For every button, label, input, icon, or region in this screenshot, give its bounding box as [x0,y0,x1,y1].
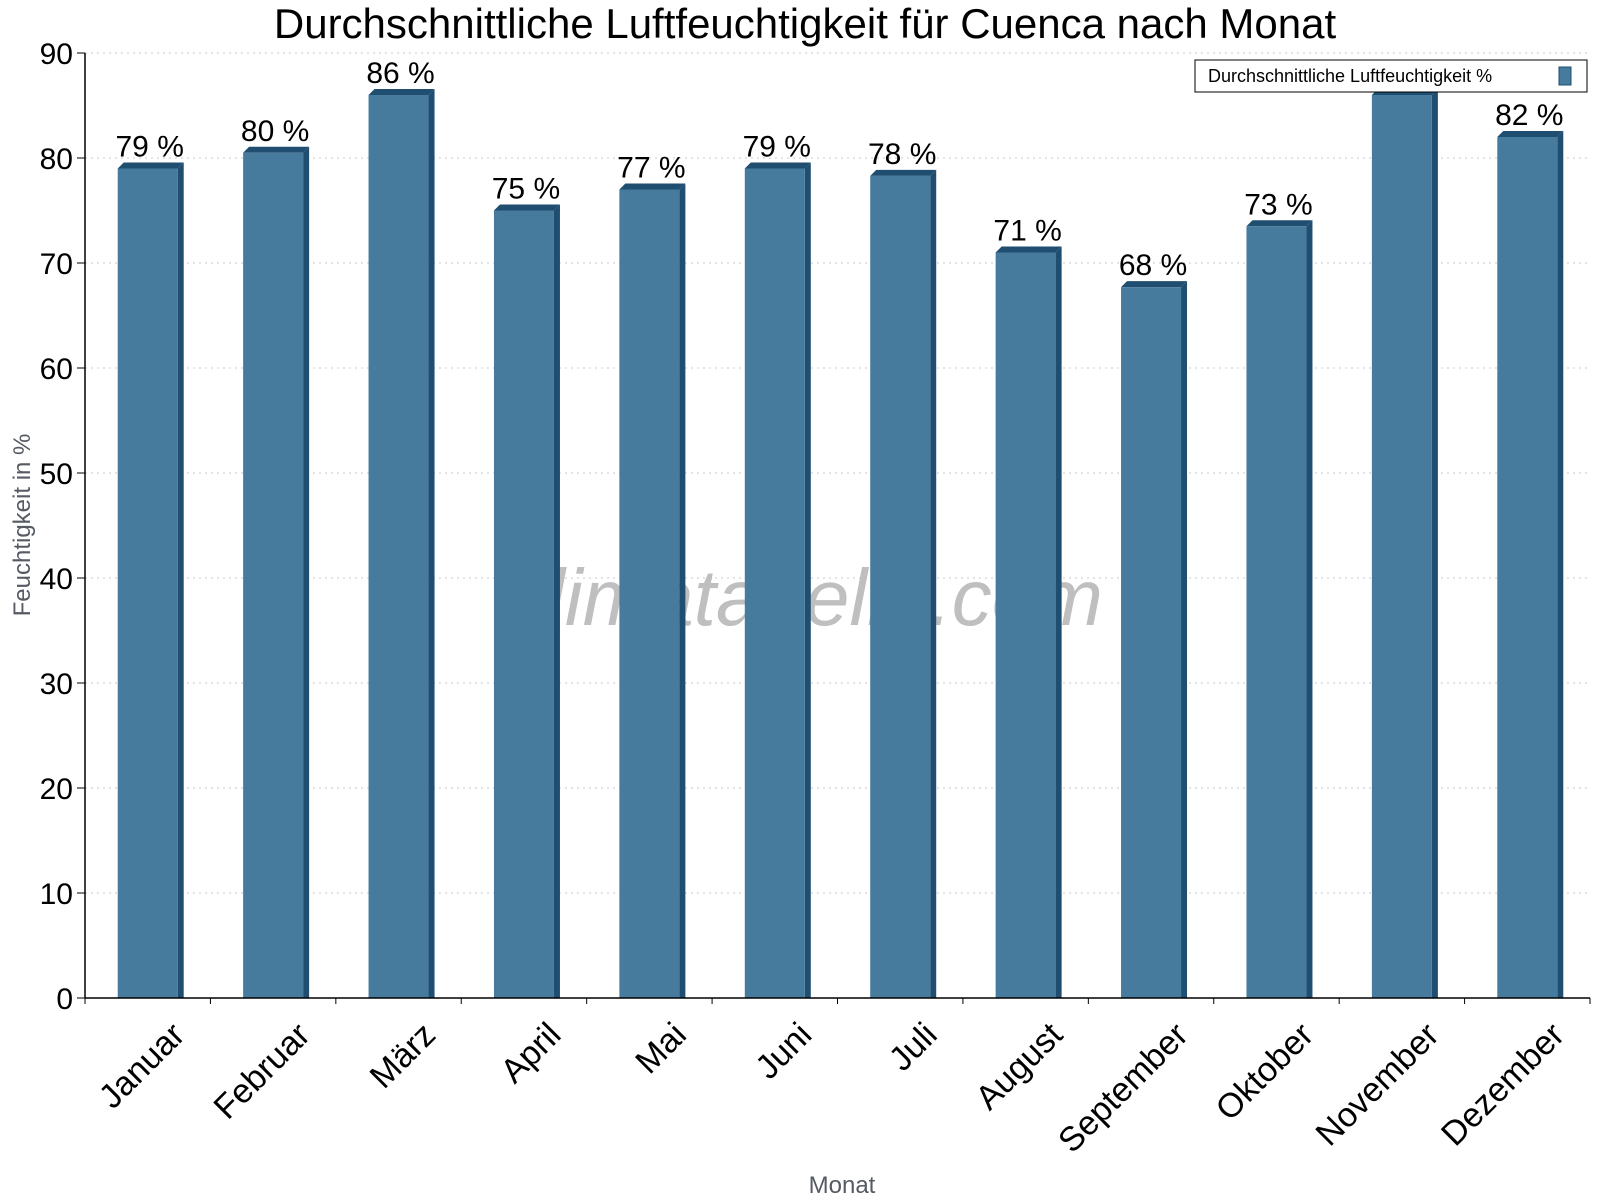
bar-face [493,210,554,998]
data-label: 77 % [617,152,685,185]
bar [1246,220,1313,998]
legend-swatch [1558,66,1572,86]
bar [995,246,1062,998]
y-tick-label: 0 [56,983,73,1016]
bar-top [995,246,1062,253]
bar-face [870,175,931,999]
bar-face [995,252,1056,998]
bar [1497,131,1564,998]
x-tick-labels: Januar Februar März April Mai Juni Juli AugustS… [92,1015,1572,1160]
bar-side [679,183,686,998]
bar-top [493,204,560,211]
bar-face [1371,95,1432,998]
x-tick-label: Oktober [1209,1016,1321,1128]
axes [77,52,1591,1004]
bar-side [428,89,435,998]
bar-side [804,162,811,998]
bar [619,183,686,998]
bar-side [1306,220,1313,998]
y-tick-label: 60 [40,353,73,386]
y-tick-label: 90 [40,38,73,71]
data-labels: 79 % 80 % 86 % 75 % 77 % 79 % 78 % 71 % 68 % 73 %… [116,57,1564,282]
bar-side [177,162,184,998]
data-label: 80 % [241,115,309,148]
bar [1371,89,1438,998]
x-axis-label: Monat [809,1172,876,1199]
y-tick-label: 80 [40,143,73,176]
data-label: 75 % [492,173,560,206]
chart-title: Durchschnittliche Luftfeuchtigkeit für C… [274,0,1337,47]
bar-top [744,162,811,169]
bar-top [870,169,937,176]
gridlines [85,52,1590,894]
y-tick-label: 20 [40,773,73,806]
bar-top [1246,220,1313,227]
bar [744,162,811,998]
bar-side [1431,89,1438,998]
x-tick-label: April [493,1016,568,1091]
bars [117,89,1564,999]
data-label: 79 % [116,131,184,164]
y-axis-label: Feuchtigkeit in % [9,434,36,617]
bar-face [619,189,680,998]
bar-side [1181,281,1188,998]
bar [368,89,435,998]
bar-side [303,146,310,998]
data-label: 86 % [366,57,434,90]
bar-top [117,162,184,169]
bar-top [619,183,686,190]
x-tick-label: November [1309,1016,1447,1154]
bar-side [1557,131,1564,998]
x-tick-label: September [1051,1016,1195,1160]
bar [493,204,560,998]
x-tick-label: Juni [748,1016,819,1087]
data-label: 71 % [993,215,1061,248]
bar-face [243,152,304,998]
bar-face [1121,287,1182,998]
x-tick-label: Dezember [1434,1016,1572,1154]
y-tick-label: 70 [40,248,73,281]
y-tick-labels: 0 10 20 30 40 50 60 70 80 90 [40,38,73,1016]
y-tick-label: 40 [40,563,73,596]
data-label: 79 % [743,131,811,164]
bar-face [744,168,805,998]
y-tick-label: 10 [40,878,73,911]
bar-top [1497,131,1564,137]
bar-face [1246,226,1307,998]
data-label: 82 % [1495,99,1563,132]
bar-face [1497,137,1558,998]
x-tick-label: Juli [882,1016,945,1079]
bar-top [1121,281,1188,288]
bar [1121,281,1188,998]
x-tick-label: März [363,1016,443,1096]
legend-box [1194,59,1588,93]
bar-side [553,204,560,998]
bar-side [930,169,937,999]
legend-label: Durchschnittliche Luftfeuchtigkeit % [1208,66,1492,86]
x-tick-label: Februar [207,1016,318,1127]
bar [243,146,310,998]
y-tick-label: 30 [40,668,73,701]
bar-face [117,168,178,998]
bar-side [1055,246,1062,998]
data-label: 68 % [1119,249,1187,282]
bar-face [368,95,429,998]
x-tick-label: August [968,1015,1070,1117]
x-tick-label: Januar [92,1016,192,1116]
x-tick-label: Mai [628,1016,694,1082]
legend: Durchschnittliche Luftfeuchtigkeit % [1194,59,1588,93]
data-label: 73 % [1244,188,1312,221]
bar [870,169,937,999]
bar-top [368,89,435,95]
bar-top [243,146,310,153]
y-tick-label: 50 [40,458,73,491]
data-label: 78 % [868,138,936,171]
bar [117,162,184,998]
